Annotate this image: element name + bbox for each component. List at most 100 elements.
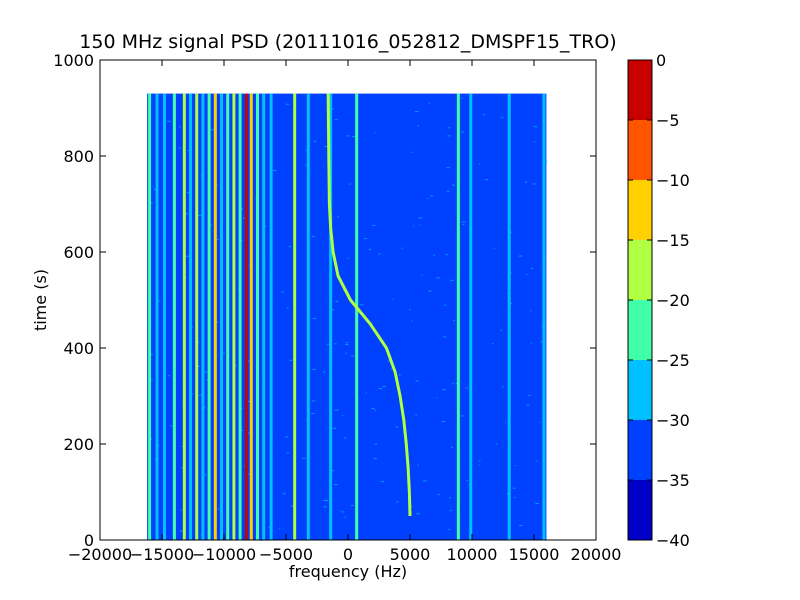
heatmap-speckle (281, 291, 284, 293)
heatmap-speckle (530, 310, 532, 312)
x-axis: −20000−15000−10000 −5000 0 5000 10000 15000 20… (68, 60, 622, 564)
heatmap-speckle (460, 415, 464, 417)
heatmap-speckle (462, 224, 465, 226)
heatmap-speckle (342, 289, 345, 291)
heatmap-speckle (150, 353, 153, 355)
heatmap-speckle (428, 290, 432, 292)
heatmap-speckle (289, 359, 293, 361)
heatmap-speckle (396, 501, 399, 503)
colorbar-level (628, 120, 652, 180)
heatmap-speckle (436, 277, 441, 279)
heatmap-speckle (322, 506, 327, 508)
colorbar-level (628, 180, 652, 240)
colorbar-tick-label: −10 (656, 171, 690, 190)
heatmap-speckle (167, 375, 171, 377)
y-tick-label: 600 (63, 243, 94, 262)
heatmap-speckle (334, 484, 338, 486)
colorbar-ticks: −40 −35 −30 −25 −20 −15 −10 −5 0 (628, 51, 690, 550)
spectral-line (172, 93, 176, 540)
heatmap-speckle (347, 257, 349, 259)
heatmap-speckle (416, 513, 420, 515)
heatmap-speckle (288, 246, 292, 248)
heatmap-speckle (374, 409, 376, 411)
heatmap-speckle (246, 400, 251, 402)
spectral-line (148, 93, 152, 540)
heatmap-speckle (437, 493, 441, 495)
spectral-line (293, 93, 297, 540)
heatmap-speckle (436, 397, 438, 399)
colorbar-level (628, 240, 652, 300)
y-tick-label: 800 (63, 147, 94, 166)
heatmap-speckle (465, 387, 468, 389)
heatmap-speckle (501, 116, 504, 118)
spectral-line (162, 93, 166, 540)
spectral-line (329, 93, 333, 540)
heatmap-speckle (455, 383, 458, 385)
heatmap-speckle (331, 470, 335, 472)
spectral-line (456, 93, 460, 540)
heatmap-speckle (452, 383, 454, 385)
heatmap-speckle (206, 379, 209, 381)
heatmap-speckle (192, 393, 194, 395)
heatmap-speckle (357, 399, 359, 401)
heatmap-speckle (158, 300, 161, 302)
heatmap-speckle (378, 388, 383, 390)
heatmap-speckle (285, 103, 290, 105)
heatmap-speckle (430, 195, 434, 197)
colorbar-level (628, 60, 652, 120)
spectral-line (207, 93, 211, 540)
heatmap-speckle (478, 460, 481, 462)
heatmap-speckle (504, 421, 507, 423)
heatmap-speckle (236, 365, 238, 367)
spectral-line (155, 93, 159, 540)
heatmap-speckle (157, 445, 160, 447)
heatmap-speckle (426, 198, 429, 200)
heatmap-speckle (243, 465, 246, 467)
heatmap-speckle (180, 509, 182, 511)
colorbar-levels (628, 60, 652, 540)
spectral-line (262, 93, 266, 540)
heatmap-speckle (326, 499, 329, 501)
y-tick-label: 1000 (53, 51, 94, 70)
heatmap-speckle (196, 365, 201, 367)
heatmap-speckle (187, 149, 190, 151)
heatmap-speckle (448, 528, 451, 530)
heatmap-speckle (210, 129, 214, 131)
heatmap-speckle (350, 504, 354, 506)
colorbar-level (628, 480, 652, 540)
heatmap-speckle (167, 120, 172, 122)
heatmap-speckle (528, 394, 531, 396)
heatmap-speckle (445, 254, 449, 256)
colorbar-level (628, 420, 652, 480)
heatmap-speckle (526, 404, 530, 406)
heatmap-speckle (423, 480, 427, 482)
heatmap-speckle (478, 163, 481, 165)
heatmap-speckle (279, 527, 281, 529)
heatmap-speckle (415, 414, 417, 416)
heatmap-speckle (313, 317, 317, 319)
spectral-line (355, 93, 359, 540)
heatmap-speckle (447, 135, 451, 137)
heatmap-speckle (150, 202, 153, 204)
heatmap-speckle (540, 341, 543, 343)
heatmap-speckle (346, 135, 350, 137)
chart-title: 150 MHz signal PSD (20111016_052812_DMSP… (79, 31, 616, 53)
heatmap-speckle (186, 213, 189, 215)
heatmap-speckle (370, 322, 373, 324)
heatmap-speckle (410, 151, 413, 153)
heatmap-speckle (240, 240, 243, 242)
heatmap-speckle (533, 126, 538, 128)
colorbar-tick-label: −40 (656, 531, 690, 550)
y-axis-label: time (s) (31, 269, 50, 331)
heatmap-speckle (179, 530, 183, 532)
heatmap-speckle (374, 132, 376, 134)
heatmap-speckle (186, 192, 191, 194)
x-tick-label: 10000 (447, 545, 498, 564)
heatmap-speckle (242, 217, 246, 219)
x-tick-label: 20000 (571, 545, 622, 564)
heatmap-speckle (181, 467, 184, 469)
heatmap-speckle (197, 214, 202, 216)
spectral-line (195, 93, 199, 540)
heatmap-speckle (184, 276, 187, 278)
heatmap-speckle (199, 394, 202, 396)
